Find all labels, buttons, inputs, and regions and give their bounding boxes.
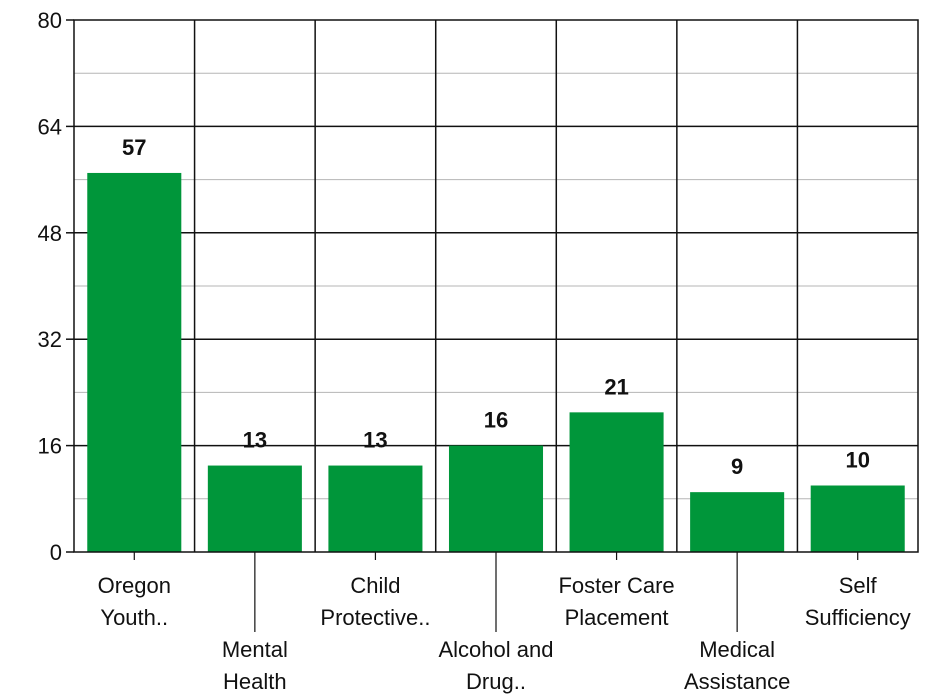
- data-label: 13: [243, 428, 267, 453]
- bars: [87, 172, 905, 552]
- y-tick-label: 16: [38, 434, 62, 459]
- data-label: 57: [122, 135, 146, 160]
- bar: [810, 485, 905, 552]
- category-label: Foster Care Placement: [558, 573, 674, 630]
- x-axis-categories: Oregon Youth.. Mental Health Child Protective…: [98, 552, 911, 694]
- bar: [207, 465, 302, 552]
- data-label: 9: [731, 454, 743, 479]
- data-label: 21: [604, 374, 628, 399]
- data-label: 13: [363, 428, 387, 453]
- bar: [569, 412, 664, 552]
- y-tick-label: 48: [38, 221, 62, 246]
- bar: [87, 172, 182, 552]
- data-label: 16: [484, 408, 508, 433]
- bar: [448, 445, 544, 552]
- y-tick-label: 80: [38, 8, 62, 33]
- y-tick-label: 64: [38, 114, 62, 139]
- data-label: 10: [845, 448, 869, 473]
- y-axis-ticks: 0 16 32 48 64 80: [38, 8, 74, 565]
- bar: [328, 465, 423, 552]
- bar: [690, 492, 785, 552]
- category-label: Medical Assistance: [684, 637, 790, 694]
- y-tick-label: 32: [38, 327, 62, 352]
- category-label: Alcohol and Drug..: [439, 637, 554, 694]
- category-label: Self Sufficiency: [805, 573, 911, 630]
- category-label: Mental Health: [222, 637, 288, 694]
- data-labels: 57 13 13 16 21 9 10: [122, 135, 870, 479]
- category-label: Oregon Youth..: [98, 573, 171, 630]
- category-label: Child Protective..: [320, 573, 430, 630]
- y-tick-label: 0: [50, 540, 62, 565]
